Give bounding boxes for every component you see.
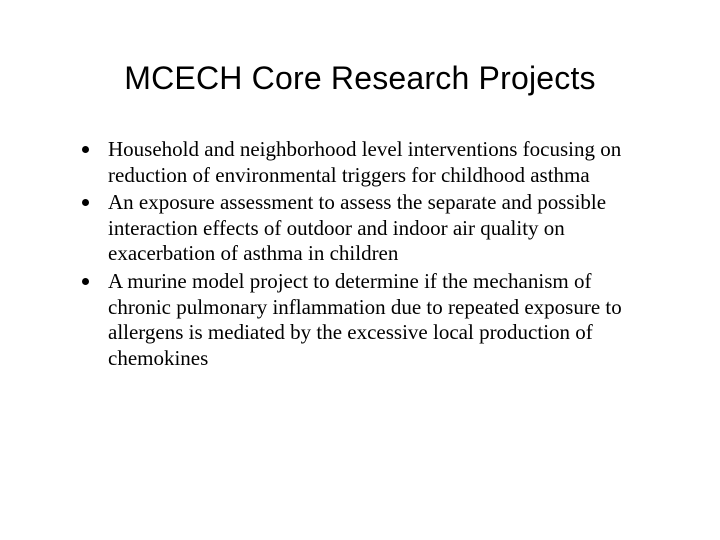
list-item: Household and neighborhood level interve… xyxy=(80,137,650,188)
slide: MCECH Core Research Projects Household a… xyxy=(0,0,720,540)
bullet-list: Household and neighborhood level interve… xyxy=(60,137,660,371)
slide-title: MCECH Core Research Projects xyxy=(60,60,660,97)
list-item: An exposure assessment to assess the sep… xyxy=(80,190,650,267)
list-item: A murine model project to determine if t… xyxy=(80,269,650,371)
